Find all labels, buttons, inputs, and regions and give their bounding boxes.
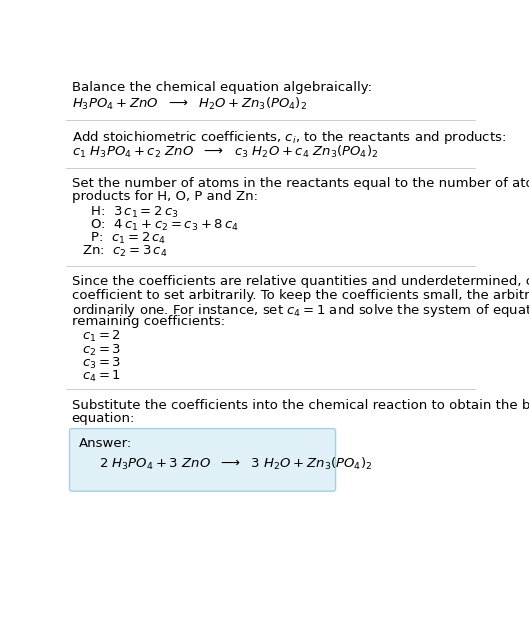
- Text: H:  $3\,c_1 = 2\,c_3$: H: $3\,c_1 = 2\,c_3$: [81, 204, 178, 219]
- FancyBboxPatch shape: [69, 429, 335, 491]
- Text: Set the number of atoms in the reactants equal to the number of atoms in the: Set the number of atoms in the reactants…: [71, 177, 529, 190]
- Text: $2\ H_3PO_4 + 3\ ZnO\ \ \longrightarrow\ \ 3\ H_2O + Zn_3(PO_4)_2$: $2\ H_3PO_4 + 3\ ZnO\ \ \longrightarrow\…: [99, 456, 372, 472]
- Text: Add stoichiometric coefficients, $c_i$, to the reactants and products:: Add stoichiometric coefficients, $c_i$, …: [71, 129, 506, 146]
- Text: $c_4 = 1$: $c_4 = 1$: [81, 369, 121, 384]
- Text: O:  $4\,c_1 + c_2 = c_3 + 8\,c_4$: O: $4\,c_1 + c_2 = c_3 + 8\,c_4$: [81, 218, 239, 233]
- Text: $c_2 = 3$: $c_2 = 3$: [81, 342, 121, 357]
- Text: $c_1\ H_3PO_4 + c_2\ ZnO\ \ \longrightarrow\ \ c_3\ H_2O + c_4\ Zn_3(PO_4)_2$: $c_1\ H_3PO_4 + c_2\ ZnO\ \ \longrightar…: [71, 144, 378, 160]
- Text: P:  $c_1 = 2\,c_4$: P: $c_1 = 2\,c_4$: [81, 231, 166, 246]
- Text: Substitute the coefficients into the chemical reaction to obtain the balanced: Substitute the coefficients into the che…: [71, 399, 529, 412]
- Text: products for H, O, P and Zn:: products for H, O, P and Zn:: [71, 190, 258, 203]
- Text: ordinarily one. For instance, set $c_4 = 1$ and solve the system of equations fo: ordinarily one. For instance, set $c_4 =…: [71, 302, 529, 319]
- Text: coefficient to set arbitrarily. To keep the coefficients small, the arbitrary va: coefficient to set arbitrarily. To keep …: [71, 288, 529, 302]
- Text: remaining coefficients:: remaining coefficients:: [71, 315, 225, 328]
- Text: Answer:: Answer:: [79, 437, 133, 450]
- Text: equation:: equation:: [71, 412, 135, 424]
- Text: $c_1 = 2$: $c_1 = 2$: [81, 329, 121, 344]
- Text: Since the coefficients are relative quantities and underdetermined, choose a: Since the coefficients are relative quan…: [71, 275, 529, 288]
- Text: Balance the chemical equation algebraically:: Balance the chemical equation algebraica…: [71, 82, 371, 95]
- Text: $c_3 = 3$: $c_3 = 3$: [81, 356, 121, 371]
- Text: $H_3PO_4 + ZnO\ \ \longrightarrow\ \ H_2O + Zn_3(PO_4)_2$: $H_3PO_4 + ZnO\ \ \longrightarrow\ \ H_2…: [71, 96, 307, 112]
- Text: Zn:  $c_2 = 3\,c_4$: Zn: $c_2 = 3\,c_4$: [81, 244, 167, 259]
